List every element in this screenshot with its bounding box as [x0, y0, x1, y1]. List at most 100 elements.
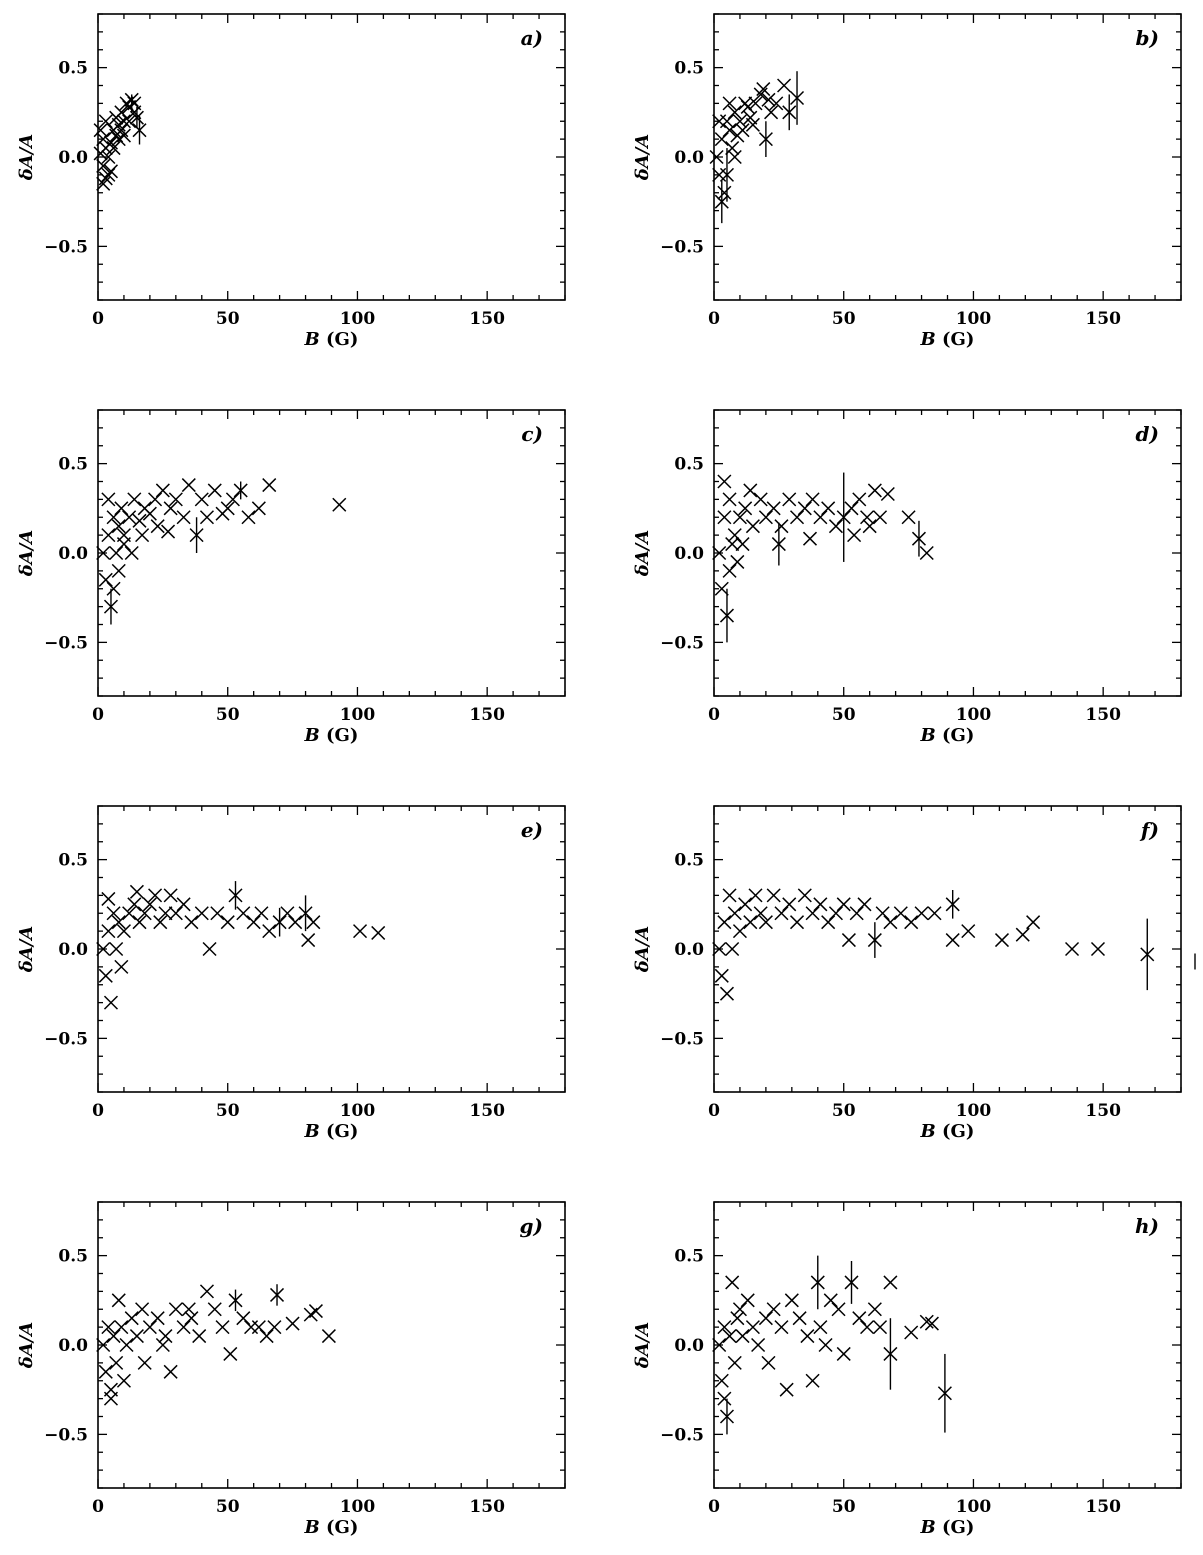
data-point	[797, 501, 812, 516]
data-point	[789, 915, 805, 930]
data-point	[101, 149, 116, 165]
x-tick-label: 50	[832, 1101, 856, 1121]
data-point	[116, 537, 131, 552]
data-point	[727, 528, 742, 543]
data-point	[254, 906, 269, 921]
x-tick-label: 100	[340, 1101, 376, 1121]
data-point	[738, 501, 753, 516]
data-point	[852, 492, 867, 507]
data-point	[228, 1293, 243, 1308]
data-point	[114, 959, 129, 974]
x-tick-label: 100	[956, 1101, 992, 1121]
data-point	[262, 924, 277, 939]
data-point	[873, 1320, 888, 1335]
data-point	[727, 1355, 742, 1370]
x-tick-label: 50	[832, 705, 856, 725]
data-point	[867, 933, 882, 948]
data-point	[96, 545, 111, 561]
x-tick-label: 0	[92, 309, 104, 329]
data-point	[288, 915, 303, 930]
data-point	[722, 492, 737, 507]
x-tick-label: 100	[340, 705, 376, 725]
data-point	[805, 492, 820, 507]
data-point	[893, 906, 908, 921]
data-point	[758, 510, 773, 525]
data-point	[753, 492, 768, 507]
x-axis-label: B (G)	[304, 329, 359, 350]
y-tick-label: 0.5	[58, 455, 88, 475]
data-point	[712, 941, 727, 957]
plot-frame	[97, 409, 566, 697]
data-point	[181, 478, 196, 493]
data-point	[792, 1311, 807, 1326]
data-point	[758, 915, 773, 930]
y-tick-label: −0.5	[44, 237, 88, 257]
data-point	[860, 1320, 875, 1335]
data-point	[93, 123, 108, 138]
data-point	[148, 492, 163, 507]
data-point	[96, 132, 111, 147]
data-point	[106, 906, 121, 921]
data-point	[823, 1293, 838, 1308]
x-tick-label: 150	[1085, 705, 1121, 725]
data-point	[883, 1346, 898, 1361]
data-point	[740, 1293, 755, 1308]
data-point	[735, 123, 750, 138]
data-point	[748, 96, 763, 111]
data-point	[106, 510, 121, 525]
data-point	[738, 897, 753, 912]
data-point	[847, 528, 862, 543]
data-point	[155, 1337, 170, 1353]
data-point	[782, 105, 797, 120]
data-point	[135, 1302, 150, 1317]
y-axis-label: δA/A	[632, 530, 653, 578]
data-point	[98, 968, 113, 983]
plot-frame	[97, 1201, 566, 1489]
data-point	[109, 545, 124, 561]
data-point	[753, 906, 768, 921]
data-point	[789, 510, 805, 525]
data-point	[109, 1355, 124, 1370]
data-point	[743, 915, 758, 930]
data-point	[308, 1304, 323, 1319]
data-point	[961, 924, 976, 939]
data-point	[111, 563, 126, 578]
data-point	[225, 492, 240, 507]
y-tick-label: −0.5	[660, 633, 704, 653]
y-tick-label: 0.5	[674, 1247, 704, 1267]
data-point	[163, 1364, 178, 1379]
data-point	[189, 528, 204, 543]
scatter-panel-c: 0 50 100 150 −0.5 0.0 0.5 B (G) δA/A c)	[16, 409, 566, 746]
data-point	[116, 1373, 131, 1388]
data-point	[745, 117, 760, 132]
x-axis-label: B (G)	[920, 329, 975, 350]
data-point	[745, 519, 760, 534]
data-point	[199, 510, 214, 525]
data-point	[800, 1329, 815, 1344]
data-point	[735, 537, 750, 552]
data-point	[911, 531, 926, 546]
data-point	[717, 1320, 732, 1335]
data-point	[1015, 927, 1030, 942]
data-point	[919, 545, 934, 561]
x-axis-label: B (G)	[304, 1121, 359, 1142]
data-point	[111, 915, 126, 930]
data-point	[743, 483, 758, 498]
data-point	[994, 933, 1010, 948]
y-tick-label: 0.5	[58, 851, 88, 871]
data-point	[712, 1337, 727, 1353]
data-point	[132, 513, 147, 528]
data-point	[914, 906, 929, 921]
data-point	[769, 96, 784, 111]
panel-label: g)	[520, 1214, 543, 1238]
data-point	[223, 1346, 238, 1361]
data-point	[163, 888, 178, 903]
data-point	[176, 1320, 191, 1335]
data-point	[714, 194, 729, 209]
data-point	[714, 1373, 729, 1388]
data-point	[813, 1320, 828, 1335]
data-point	[129, 1329, 144, 1344]
data-point	[194, 906, 209, 921]
data-point	[735, 1329, 750, 1344]
data-point	[111, 1293, 126, 1308]
